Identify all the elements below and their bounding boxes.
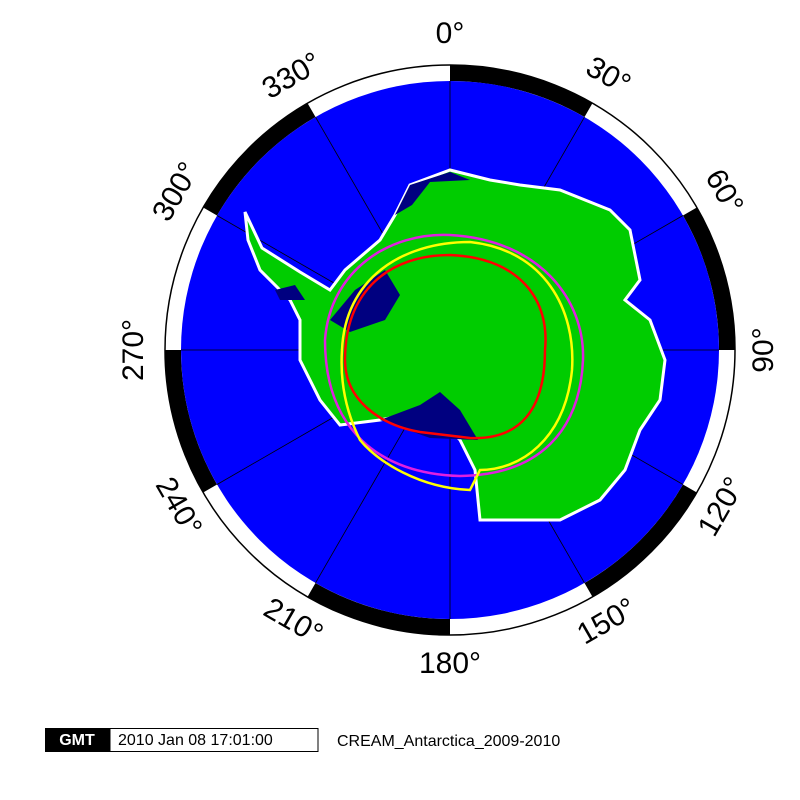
red-contour	[343, 253, 547, 440]
frame-segment	[584, 484, 697, 597]
frame-segment	[307, 582, 450, 635]
logo: GMT	[59, 732, 95, 749]
frame-segment	[450, 65, 593, 118]
longitude-label: 90°	[747, 327, 780, 372]
frame-segment	[203, 103, 316, 216]
frame-segment	[165, 350, 218, 493]
longitude-label: 270°	[117, 319, 150, 381]
ice-shelf	[275, 285, 305, 300]
frame-segment	[682, 207, 735, 350]
magenta-contour	[323, 233, 585, 478]
longitude-label: 0°	[436, 17, 465, 50]
timestamp: 2010 Jan 08 17:01:00	[118, 732, 273, 749]
longitude-label: 180°	[419, 647, 481, 680]
ice-shelf	[395, 172, 470, 215]
logo-box	[45, 728, 110, 752]
yellow-contour	[340, 240, 574, 492]
timestamp-box	[109, 728, 319, 752]
caption: CREAM_Antarctica_2009-2010	[337, 733, 560, 750]
